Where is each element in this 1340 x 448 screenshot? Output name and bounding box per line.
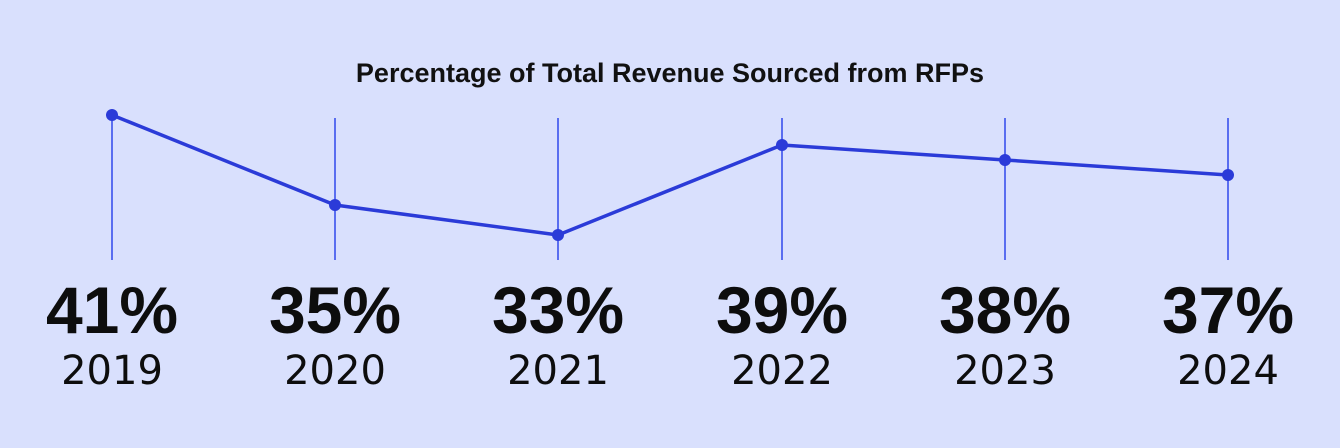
value-label-2023: 38% bbox=[939, 273, 1071, 347]
value-label-2024: 37% bbox=[1162, 273, 1294, 347]
value-label-2020: 35% bbox=[269, 273, 401, 347]
value-label-2021: 33% bbox=[492, 273, 624, 347]
x-tick-label-2020: 2020 bbox=[284, 348, 386, 394]
x-tick-label-2023: 2023 bbox=[954, 348, 1056, 394]
year-labels: 2019 2020 2021 2022 2023 2024 bbox=[61, 348, 1279, 394]
value-label-2022: 39% bbox=[716, 273, 848, 347]
drop-lines bbox=[111, 115, 1229, 260]
data-point-2024 bbox=[1222, 169, 1234, 181]
value-label-2019: 41% bbox=[46, 273, 178, 347]
data-points bbox=[106, 109, 1234, 241]
data-point-2023 bbox=[999, 154, 1011, 166]
chart-title: Percentage of Total Revenue Sourced from… bbox=[355, 58, 985, 88]
x-tick-label-2022: 2022 bbox=[731, 348, 833, 394]
data-point-2021 bbox=[552, 229, 564, 241]
data-point-2019 bbox=[106, 109, 118, 121]
series-line bbox=[111, 113, 1229, 237]
x-tick-label-2019: 2019 bbox=[61, 348, 163, 394]
data-point-2022 bbox=[776, 139, 788, 151]
x-tick-label-2021: 2021 bbox=[507, 348, 609, 394]
x-tick-label-2024: 2024 bbox=[1177, 348, 1279, 394]
data-point-2020 bbox=[329, 199, 341, 211]
value-labels: 41% 35% 33% 39% 38% 37% bbox=[46, 273, 1294, 347]
